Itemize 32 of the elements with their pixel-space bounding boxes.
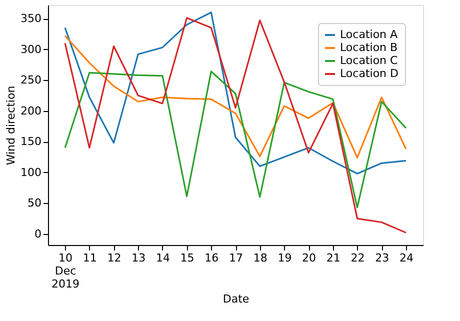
x-tick-label: 10 Dec 2019 <box>52 252 80 290</box>
y-tick-label: 200 <box>20 104 42 118</box>
legend-label: Location B <box>340 41 398 54</box>
x-tick-label: 20 <box>302 252 316 264</box>
x-axis-title: Date <box>222 292 250 306</box>
x-tick-label: 16 <box>204 252 219 264</box>
x-tick-label: 21 <box>326 252 340 264</box>
y-tick-label: 250 <box>20 74 42 87</box>
y-tick-label: 0 <box>34 227 42 240</box>
x-tick-label: 24 <box>399 252 414 264</box>
y-tick-label: 50 <box>28 196 42 210</box>
y-axis-title: Wind direction <box>4 86 18 166</box>
x-tick-label: 17 <box>229 252 243 264</box>
x-tick-label: 23 <box>375 252 390 264</box>
x-tick-label: 15 <box>180 252 194 264</box>
x-tick-label: 13 <box>132 252 146 264</box>
line-series <box>64 12 407 174</box>
legend-label: Location D <box>340 67 398 80</box>
y-tick-label: 300 <box>20 42 42 56</box>
x-tick-label: 14 <box>156 252 170 264</box>
x-tick-label: 19 <box>278 252 292 264</box>
legend-label: Location A <box>340 28 398 41</box>
x-tick-label: 22 <box>350 252 365 264</box>
y-tick-label: 350 <box>20 12 42 26</box>
line-series <box>64 17 407 234</box>
x-tick-label: 12 <box>107 252 122 264</box>
line-series <box>64 70 407 208</box>
y-tick-label: 100 <box>20 166 42 179</box>
legend-label: Location C <box>340 54 398 67</box>
x-tick-label: 18 <box>253 252 268 264</box>
x-tick-label: 11 <box>82 252 97 264</box>
y-tick-label: 150 <box>20 135 42 148</box>
